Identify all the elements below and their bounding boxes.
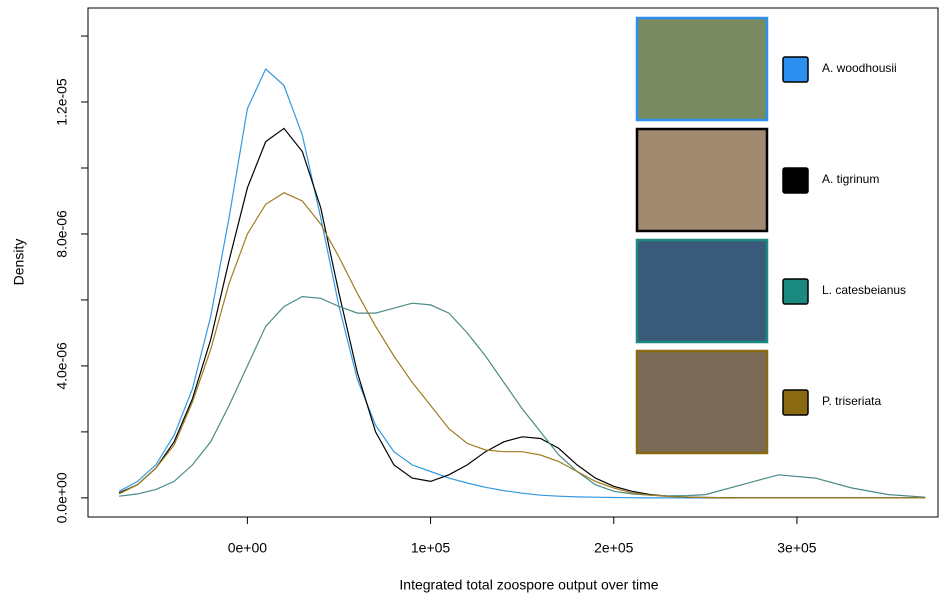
x-tick-label: 1e+05	[411, 540, 451, 556]
legend-text: L. catesbeianus	[822, 283, 906, 297]
plot-frame	[87, 7, 939, 518]
x-tick-label: 3e+05	[777, 540, 817, 556]
x-tick-label: 2e+05	[594, 540, 634, 556]
legend-photo	[635, 349, 769, 455]
y-tick-label: 8.0e-06	[54, 210, 70, 258]
density-line	[118, 192, 926, 499]
legend-swatch	[782, 56, 809, 83]
x-axis-label: Integrated total zoospore output over ti…	[399, 577, 658, 593]
legend-text: A. tigrinum	[822, 172, 879, 186]
y-tick-label: 4.0e-06	[54, 342, 70, 390]
x-tick-label: 0e+00	[228, 540, 268, 556]
legend-swatch	[782, 389, 809, 416]
legend-photo	[635, 127, 769, 233]
legend-photo	[635, 16, 769, 122]
y-tick-label: 0.0e+00	[54, 472, 70, 523]
legend-swatch	[782, 278, 809, 305]
legend-text: A. woodhousii	[822, 61, 897, 75]
legend-photo	[635, 238, 769, 344]
legend-text: P. triseriata	[822, 394, 881, 408]
density-line	[119, 295, 926, 498]
y-tick-label: 1.2e-05	[54, 78, 70, 126]
y-axis-label: Density	[11, 239, 27, 286]
legend-swatch	[782, 167, 809, 194]
